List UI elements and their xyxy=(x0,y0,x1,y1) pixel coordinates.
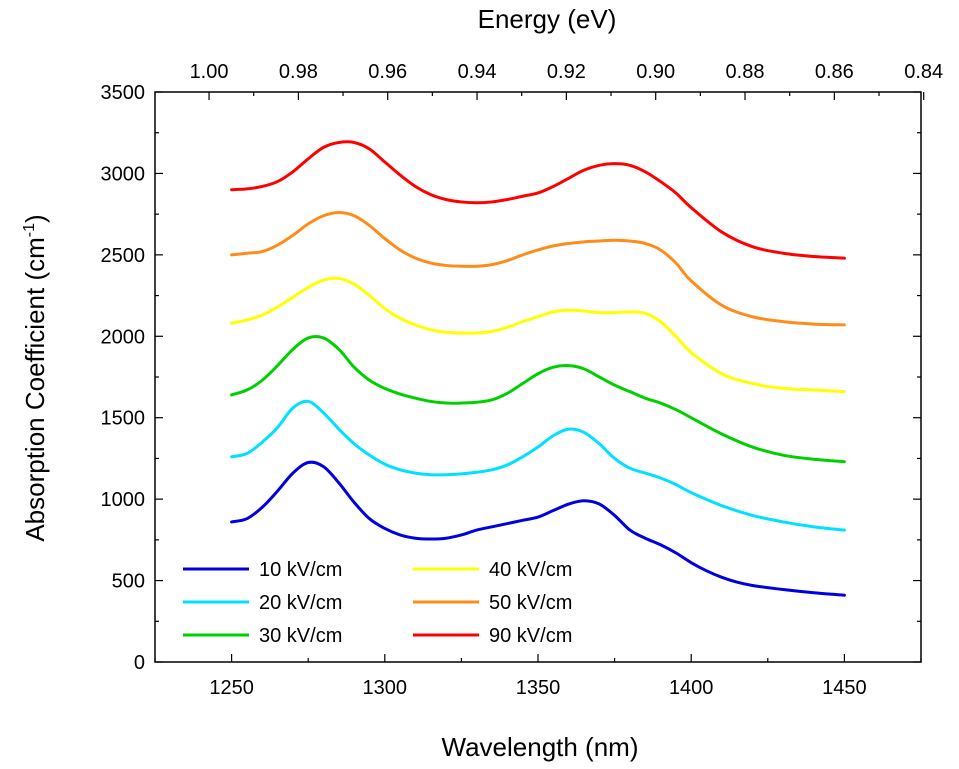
x-tick-label: 1250 xyxy=(209,677,254,699)
top-axis-title: Energy (eV) xyxy=(478,4,617,34)
legend-label: 90 kV/cm xyxy=(489,625,572,647)
top-tick-label: 1.00 xyxy=(190,61,229,83)
left-axis-ticks: 0 500 1000 1500 2000 2500 3000 3500 xyxy=(101,82,163,674)
series-line-6 xyxy=(230,140,846,260)
top-tick-label: 0.98 xyxy=(279,61,318,83)
y-axis-title-sup: -1 xyxy=(21,223,38,237)
series-line-3 xyxy=(230,334,846,464)
y-tick-label: 3500 xyxy=(101,82,146,104)
top-tick-label: 0.88 xyxy=(726,61,765,83)
series-lines xyxy=(230,140,846,597)
y-tick-label: 0 xyxy=(134,652,145,674)
y-tick-label: 2000 xyxy=(101,326,146,348)
y-tick-label: 1000 xyxy=(101,489,146,511)
top-tick-label: 0.96 xyxy=(368,61,407,83)
x-tick-label: 1450 xyxy=(822,677,867,699)
x-tick-label: 1350 xyxy=(516,677,561,699)
y-tick-label: 2500 xyxy=(101,245,146,267)
legend: 10 kV/cm 20 kV/cm 30 kV/cm 40 kV/cm 50 kV/cm… xyxy=(183,559,572,647)
x-axis-title: Wavelength (nm) xyxy=(442,732,639,762)
legend-label: 20 kV/cm xyxy=(259,592,342,614)
top-tick-label: 0.92 xyxy=(547,61,586,83)
y-tick-label: 3000 xyxy=(101,163,146,185)
x-tick-label: 1400 xyxy=(669,677,714,699)
legend-label: 40 kV/cm xyxy=(489,559,572,581)
top-axis-ticks: 1.00 0.98 0.96 0.94 0.92 0.90 0.88 0.86 0.84 xyxy=(190,61,943,100)
series-line-5 xyxy=(230,211,846,327)
series-line-2 xyxy=(230,399,846,532)
y-axis-title-main: Absorption Coefficient (cm xyxy=(20,237,50,541)
plot-frame xyxy=(154,91,922,663)
series-line-1 xyxy=(230,460,846,597)
legend-label: 50 kV/cm xyxy=(489,592,572,614)
top-tick-label: 0.84 xyxy=(904,61,943,83)
y-tick-label: 1500 xyxy=(101,408,146,430)
series-line-4 xyxy=(230,276,846,394)
legend-label: 10 kV/cm xyxy=(259,559,342,581)
bottom-axis-ticks: 1250 1300 1350 1400 1450 xyxy=(154,654,922,699)
right-axis-ticks xyxy=(913,91,921,663)
y-tick-label: 500 xyxy=(112,571,145,593)
y-axis-title: Absorption Coefficient (cm-1) xyxy=(20,214,50,541)
top-tick-label: 0.86 xyxy=(815,61,854,83)
legend-label: 30 kV/cm xyxy=(259,625,342,647)
top-tick-label: 0.94 xyxy=(458,61,497,83)
x-tick-label: 1300 xyxy=(363,677,408,699)
y-axis-title-close: ) xyxy=(20,214,50,223)
top-tick-label: 0.90 xyxy=(636,61,675,83)
